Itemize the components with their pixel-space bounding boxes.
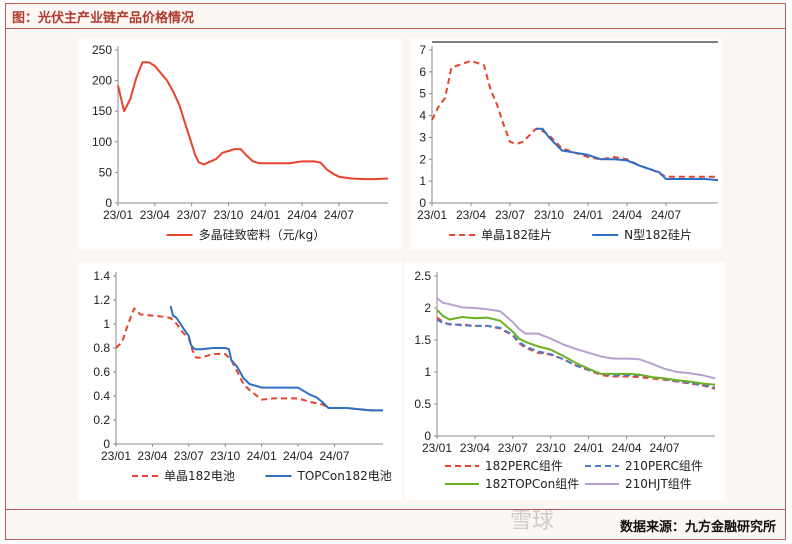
x-tick-label: 23/10	[213, 208, 243, 222]
x-tick-label: 23/10	[536, 441, 566, 455]
legend-label: 210PERC组件	[625, 459, 703, 473]
title-divider	[6, 28, 785, 29]
y-tick-label: 7	[419, 43, 426, 57]
y-tick-label: 3	[419, 130, 426, 144]
y-tick-label: 2	[419, 152, 426, 166]
x-tick-label: 23/10	[534, 208, 564, 222]
x-tick-label: 23/07	[177, 208, 207, 222]
legend-label: 182TOPCon组件	[485, 477, 579, 491]
legend-label: N型182硅片	[624, 228, 692, 242]
x-tick-label: 24/01	[574, 441, 604, 455]
y-tick-label: 6	[419, 65, 426, 79]
x-tick-label: 23/04	[140, 208, 170, 222]
y-tick-label: 0.8	[93, 341, 110, 355]
y-tick-label: 0.6	[93, 365, 110, 379]
y-tick-label: 4	[419, 109, 426, 123]
x-tick-label: 23/07	[498, 441, 528, 455]
chart-polysilicon: 0 50 100 150 200 250 23/01 23/04 23/07 23/10 24/01…	[92, 43, 389, 242]
y-tick-label: 0	[105, 196, 112, 210]
x-tick-label: 23/07	[495, 208, 525, 222]
series-line	[117, 61, 389, 181]
y-tick-label: 0	[419, 196, 426, 210]
y-tick-label: 5	[419, 87, 426, 101]
y-tick-label: 250	[92, 43, 112, 57]
x-tick-label: 24/07	[651, 208, 681, 222]
x-tick-label: 23/01	[417, 208, 447, 222]
y-tick-label: 1	[424, 365, 431, 379]
y-tick-label: 1.4	[93, 269, 110, 283]
chart-wafer: 0 1 2 3 4 5 6 7 23/01 23/04 23/07 23/10 24/01 24/04 24…	[417, 41, 719, 242]
x-tick-label: 23/04	[460, 441, 490, 455]
chart-panel-cell: 0 0.2 0.4 0.6 0.8 1 1.2 1.4 23/01 23/04 23/07 23/10…	[78, 262, 402, 500]
x-tick-label: 24/01	[573, 208, 603, 222]
series-line	[431, 59, 718, 178]
y-tick-label: 0.5	[414, 397, 431, 411]
x-tick-label: 24/07	[649, 441, 679, 455]
y-tick-label: 1.5	[414, 333, 431, 347]
chart-panel-wafer: 0 1 2 3 4 5 6 7 23/01 23/04 23/07 23/10 24/01 24/04 24…	[410, 38, 722, 250]
x-tick-label: 23/07	[174, 449, 204, 463]
y-tick-label: 0.4	[93, 389, 110, 403]
series-line	[536, 127, 719, 182]
x-tick-label: 24/07	[319, 449, 349, 463]
legend-label: 210HJT组件	[625, 477, 692, 491]
x-tick-label: 23/01	[103, 208, 133, 222]
legend-label: 单晶182电池	[164, 469, 235, 483]
chart-cell: 0 0.2 0.4 0.6 0.8 1 1.2 1.4 23/01 23/04 23/07 23/10…	[93, 269, 392, 483]
y-tick-label: 1	[419, 174, 426, 188]
series-line	[115, 307, 383, 412]
figure-title: 图：光伏主产业链产品价格情况	[12, 11, 195, 26]
y-tick-label: 100	[92, 135, 112, 149]
y-tick-label: 2.5	[414, 269, 431, 283]
chart-module: 0 0.5 1 1.5 2 2.5 23/01 23/04 23/07 23/10 24/01 24/…	[414, 269, 716, 491]
y-tick-label: 1.2	[93, 293, 110, 307]
legend-label: 多晶硅致密料（元/kg）	[199, 227, 326, 242]
x-tick-label: 24/01	[247, 449, 277, 463]
x-tick-label: 23/04	[456, 208, 486, 222]
series-line	[436, 316, 716, 390]
series-line	[436, 318, 716, 389]
y-tick-label: 50	[99, 165, 113, 179]
y-tick-label: 150	[92, 104, 112, 118]
legend-label: TOPCon182电池	[297, 469, 392, 483]
legend-label: 单晶182硅片	[481, 228, 552, 242]
y-tick-label: 0	[424, 429, 431, 443]
watermark: 雪球	[510, 509, 555, 534]
y-tick-label: 0	[103, 437, 110, 451]
y-tick-label: 1	[103, 317, 110, 331]
x-tick-label: 23/04	[137, 449, 167, 463]
x-tick-label: 24/07	[324, 208, 354, 222]
source-note: 数据来源：九方金融研究所	[619, 520, 776, 535]
y-tick-label: 200	[92, 74, 112, 88]
x-tick-label: 24/01	[250, 208, 280, 222]
footer-divider	[6, 509, 785, 510]
y-tick-label: 2	[424, 301, 431, 315]
x-tick-label: 24/04	[612, 441, 642, 455]
x-tick-label: 23/10	[210, 449, 240, 463]
x-tick-label: 23/01	[101, 449, 131, 463]
x-tick-label: 24/04	[287, 208, 317, 222]
chart-panel-polysilicon: 0 50 100 150 200 250 23/01 23/04 23/07 23/10 24/01…	[78, 38, 402, 250]
x-tick-label: 23/01	[422, 441, 452, 455]
x-tick-label: 24/04	[612, 208, 642, 222]
chart-panel-module: 0 0.5 1 1.5 2 2.5 23/01 23/04 23/07 23/10 24/01 24/…	[405, 262, 725, 500]
y-tick-label: 0.2	[93, 413, 110, 427]
x-tick-label: 24/04	[283, 449, 313, 463]
legend-label: 182PERC组件	[485, 459, 563, 473]
series-line	[436, 297, 716, 380]
series-line	[436, 309, 716, 386]
series-line	[169, 305, 383, 412]
